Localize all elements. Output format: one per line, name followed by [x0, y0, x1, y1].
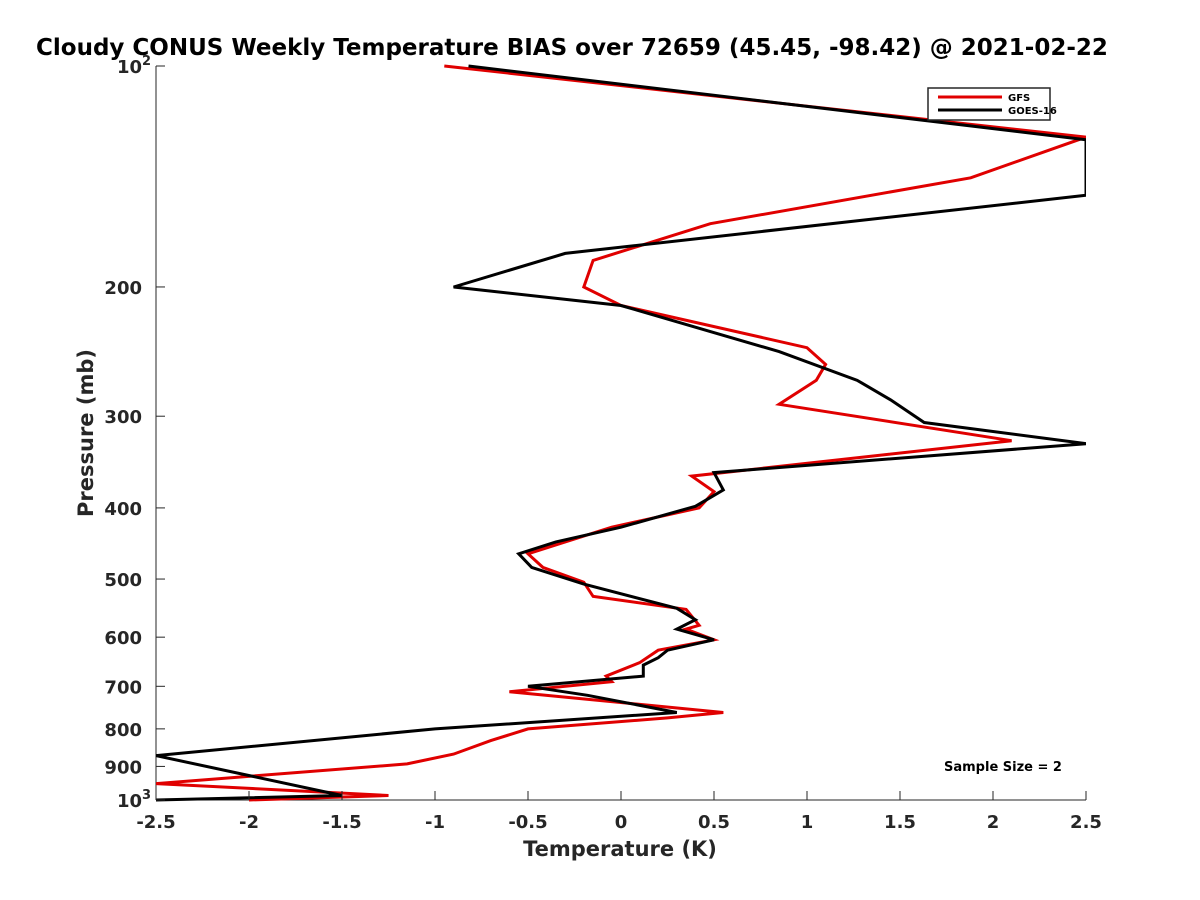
x-tick-label: -2 [239, 812, 259, 833]
series-line-gfs [156, 64, 1086, 802]
y-tick-label: 400 [104, 499, 142, 520]
y-tick-label: 10 [117, 791, 142, 812]
x-tick-label: 0.5 [698, 812, 730, 833]
x-tick-label: 1.5 [884, 812, 916, 833]
series-lines [156, 64, 1086, 802]
y-tick-exponent: 2 [142, 54, 151, 69]
axes [155, 66, 1086, 801]
y-tick-label: 500 [104, 570, 142, 591]
series-line-goes-16 [156, 64, 1086, 802]
x-axis-ticks: -2.5 -2 -1.5 -1 -0.5 0 0.5 1 1.5 2 2.5 [136, 791, 1102, 833]
y-tick-label: 200 [104, 278, 142, 299]
legend-label: GFS [1008, 93, 1030, 104]
legend: GFS GOES-16 [927, 87, 1057, 121]
y-tick-label: 600 [104, 628, 142, 649]
x-axis-label: Temperature (K) [523, 837, 717, 861]
y-tick-label: 800 [104, 720, 142, 741]
x-tick-label: -2.5 [136, 812, 175, 833]
x-tick-label: -1 [425, 812, 445, 833]
y-tick-label: 300 [104, 407, 142, 428]
legend-box [927, 87, 1051, 121]
y-tick-exponent: 3 [142, 788, 151, 803]
x-tick-label: 0 [615, 812, 628, 833]
sample-size-annotation: Sample Size = 2 [944, 760, 1062, 775]
x-tick-label: -1.5 [322, 812, 361, 833]
y-tick-label: 900 [104, 757, 142, 778]
x-tick-label: 2 [987, 812, 1000, 833]
y-tick-label: 10 [117, 57, 142, 78]
y-axis-label: Pressure (mb) [74, 349, 98, 517]
x-tick-label: -0.5 [508, 812, 547, 833]
y-tick-label: 700 [104, 677, 142, 698]
chart-title: Cloudy CONUS Weekly Temperature BIAS ove… [36, 35, 1108, 61]
x-tick-label: 2.5 [1070, 812, 1102, 833]
legend-label: GOES-16 [1008, 106, 1057, 117]
x-tick-label: 1 [801, 812, 814, 833]
